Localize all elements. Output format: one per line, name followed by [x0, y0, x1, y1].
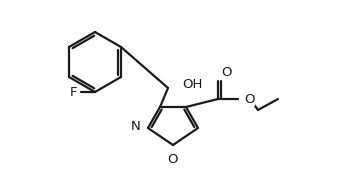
Text: F: F: [70, 86, 77, 98]
Text: O: O: [244, 93, 255, 105]
Text: O: O: [221, 66, 231, 79]
Text: O: O: [168, 153, 178, 166]
Text: N: N: [131, 120, 141, 134]
Text: OH: OH: [182, 78, 202, 91]
